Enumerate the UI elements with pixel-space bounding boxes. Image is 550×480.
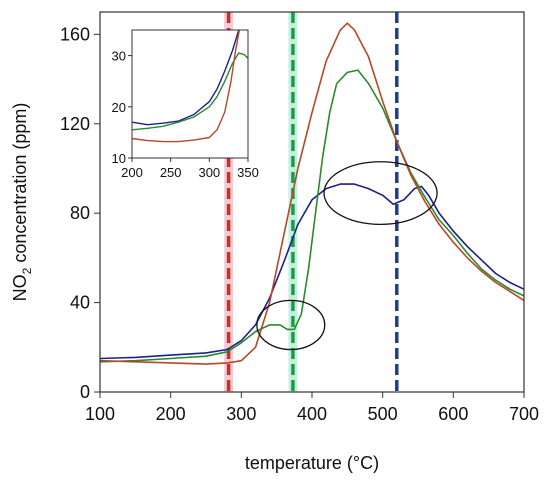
highlight-ellipses — [256, 161, 438, 351]
x-tick-label-6: 700 — [509, 404, 539, 424]
main-series — [100, 22, 524, 365]
inset-plot: 200 250 300 350 10 20 30 — [112, 29, 259, 180]
y-axis: 0 40 80 120 160 — [60, 24, 100, 402]
inset-y-axis: 10 20 30 — [112, 49, 132, 166]
inset-series-line-0 — [132, 30, 240, 126]
y-axis-title: NO2 concentration (ppm) — [10, 103, 34, 302]
highlight-ellipse-0 — [256, 299, 326, 351]
y-tick-label-2: 80 — [70, 203, 90, 223]
inset-series-line-2 — [132, 30, 241, 143]
inset-x-tick-label-1: 250 — [160, 165, 182, 180]
inset-background — [132, 30, 248, 158]
x-tick-label-5: 600 — [438, 404, 468, 424]
inset-x-tick-label-2: 300 — [198, 165, 220, 180]
x-tick-label-1: 200 — [156, 404, 186, 424]
highlight-ellipse-1 — [323, 161, 438, 226]
y-axis-title-subscript: 2 — [20, 267, 34, 274]
y-axis-title-main: NO — [10, 274, 30, 301]
inset-x-axis: 200 250 300 350 — [121, 158, 259, 180]
x-tick-label-2: 300 — [226, 404, 256, 424]
y-tick-label-4: 160 — [60, 24, 90, 44]
y-tick-label-1: 40 — [70, 293, 90, 313]
series-line-0 — [100, 183, 524, 360]
x-tick-label-3: 400 — [297, 404, 327, 424]
y-tick-label-0: 0 — [80, 382, 90, 402]
y-tick-label-3: 120 — [60, 114, 90, 134]
inset-x-tick-label-0: 200 — [121, 165, 143, 180]
inset-series-line-1 — [132, 52, 248, 131]
series-line-2 — [100, 22, 524, 365]
inset-y-tick-label-1: 20 — [112, 100, 126, 115]
inset-x-tick-label-3: 350 — [237, 165, 259, 180]
inset-y-tick-label-2: 30 — [112, 49, 126, 64]
inset-y-tick-label-0: 10 — [112, 151, 126, 166]
x-axis: 100 200 300 400 500 600 700 — [85, 392, 539, 424]
inset-frame — [131, 29, 249, 159]
x-axis-title: temperature (°C) — [245, 453, 379, 473]
series-line-1 — [100, 69, 524, 363]
inset-series — [132, 30, 248, 143]
x-tick-label-4: 500 — [368, 404, 398, 424]
x-tick-label-0: 100 — [85, 404, 115, 424]
y-axis-title-rest: concentration (ppm) — [10, 103, 30, 268]
